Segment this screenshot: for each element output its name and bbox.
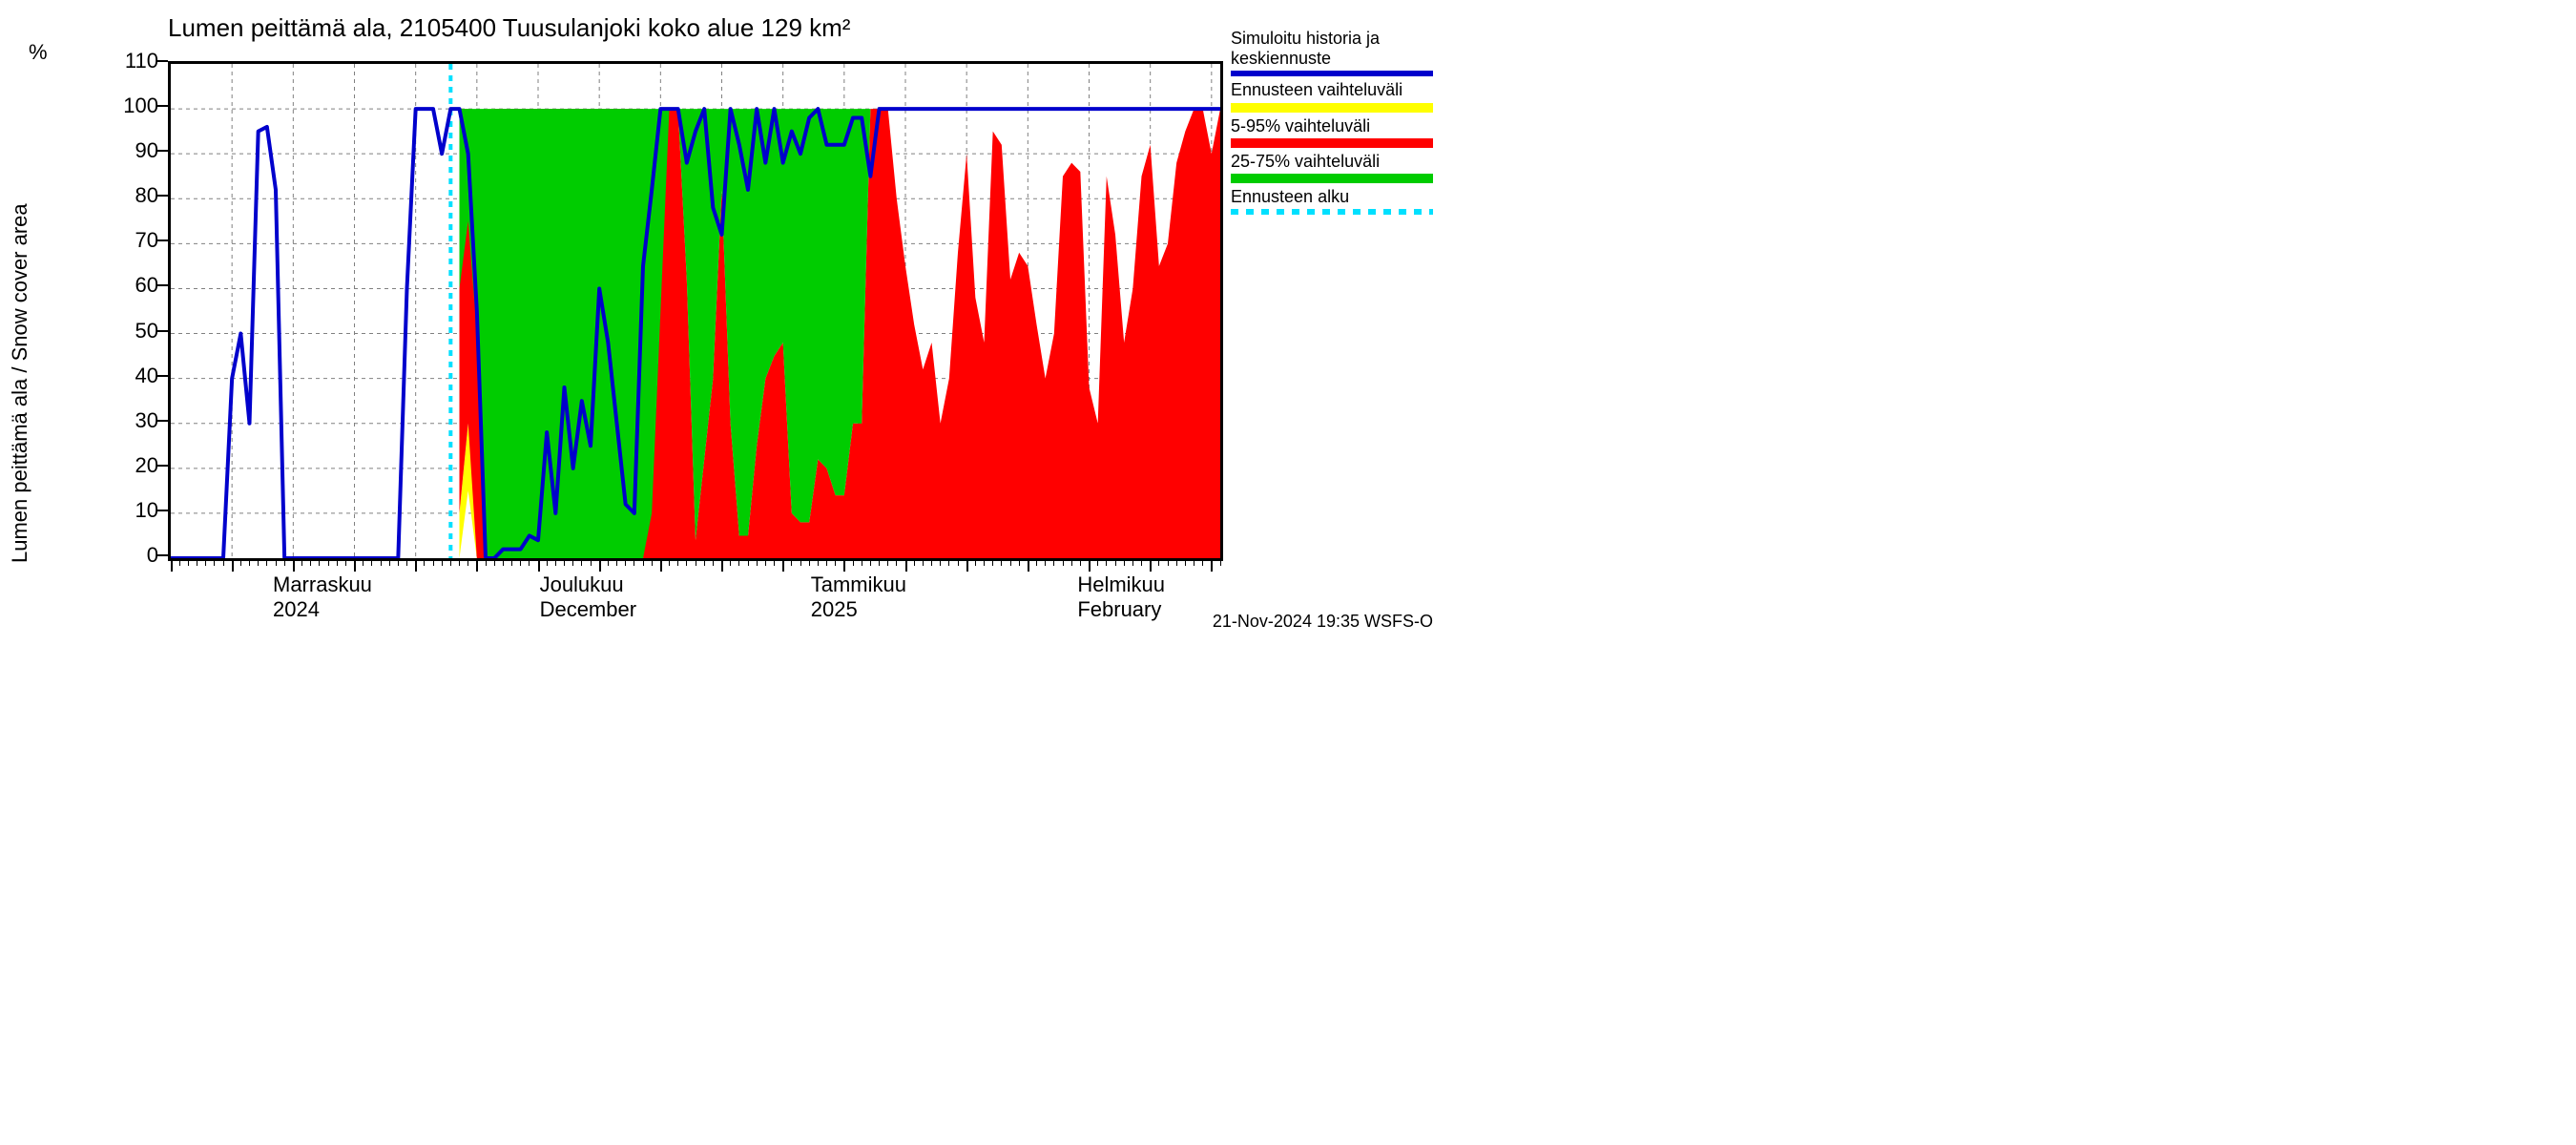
legend-item: Ennusteen alku [1231,187,1433,215]
legend: Simuloitu historia ja keskiennuste Ennust… [1231,29,1433,219]
y-tick-label: 100 [101,94,158,118]
legend-label: Ennusteen alku [1231,187,1433,207]
x-month-label-en: 2025 [811,597,858,622]
x-month-label-fi: Joulukuu [540,572,624,597]
footer-timestamp: 21-Nov-2024 19:35 WSFS-O [1213,612,1433,632]
x-month-label-en: 2024 [273,597,320,622]
y-tick-label: 90 [101,138,158,163]
y-tick-label: 20 [101,453,158,478]
x-month-label-en: December [540,597,636,622]
y-tick-label: 70 [101,228,158,253]
y-tick-label: 110 [101,49,158,73]
y-tick-label: 60 [101,273,158,298]
x-month-label-fi: Marraskuu [273,572,372,597]
x-month-label-fi: Helmikuu [1077,572,1165,597]
y-tick-label: 40 [101,364,158,388]
legend-item: Ennusteen vaihteluväli [1231,80,1433,112]
y-tick-label: 50 [101,319,158,344]
legend-swatch [1231,103,1433,113]
y-tick-label: 0 [101,543,158,568]
plot-area [168,61,1223,561]
legend-item: 25-75% vaihteluväli [1231,152,1433,183]
legend-label: Simuloitu historia ja keskiennuste [1231,29,1433,69]
chart-title: Lumen peittämä ala, 2105400 Tuusulanjoki… [168,13,850,43]
x-month-label-fi: Tammikuu [811,572,906,597]
legend-swatch [1231,174,1433,183]
legend-item: 5-95% vaihteluväli [1231,116,1433,148]
chart-container: Lumen peittämä ala, 2105400 Tuusulanjoki… [0,0,1450,645]
plot-svg [171,64,1220,558]
legend-label: 5-95% vaihteluväli [1231,116,1433,136]
y-tick-label: 10 [101,498,158,523]
legend-label: 25-75% vaihteluväli [1231,152,1433,172]
legend-label: Ennusteen vaihteluväli [1231,80,1433,100]
y-tick-label: 30 [101,408,158,433]
y-tick-label: 80 [101,183,158,208]
legend-swatch [1231,71,1433,76]
legend-swatch [1231,138,1433,148]
legend-item: Simuloitu historia ja keskiennuste [1231,29,1433,76]
legend-swatch [1231,209,1433,215]
y-unit-label: % [29,40,48,65]
x-month-label-en: February [1077,597,1161,622]
y-axis-label: Lumen peittämä ala / Snow cover area [8,203,32,563]
